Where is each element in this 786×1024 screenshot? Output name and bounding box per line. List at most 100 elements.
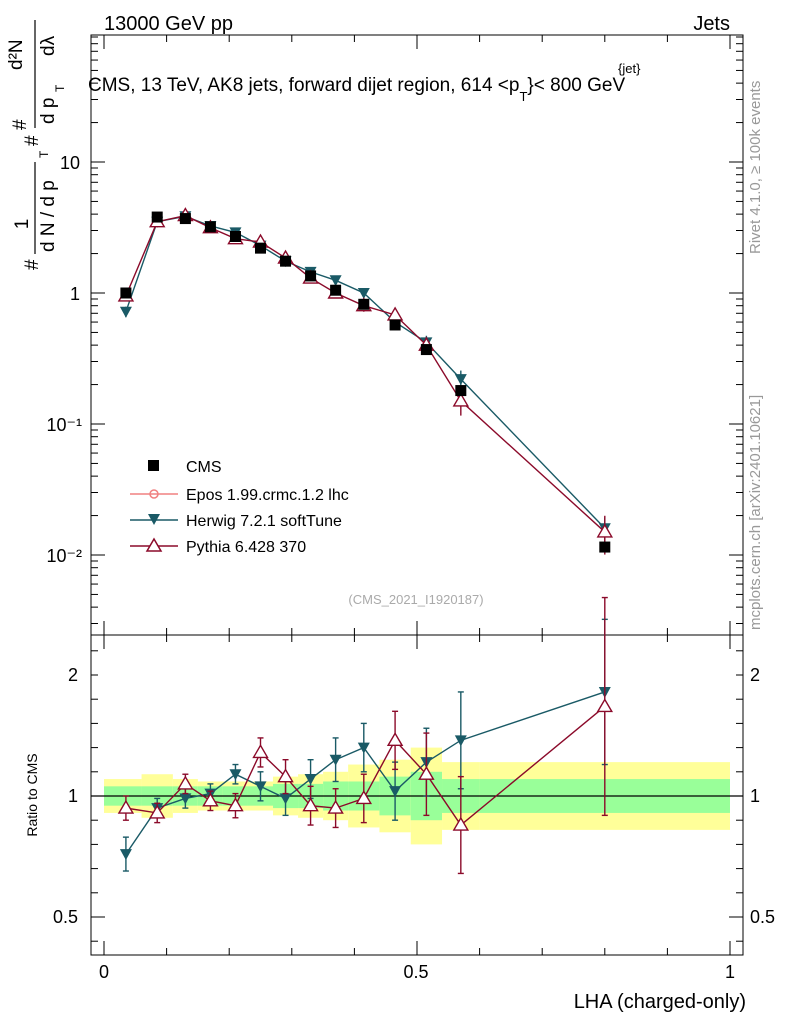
cms-point-12 bbox=[455, 385, 467, 397]
ylabel-den: d N / d p bbox=[38, 180, 59, 252]
xtick-0: 0 bbox=[99, 962, 109, 982]
pythia-main-point-12 bbox=[452, 392, 470, 407]
cms-point-8 bbox=[330, 284, 342, 296]
ratio-y-tick-labels: 0.5 1 2 0.5 1 2 bbox=[53, 665, 775, 927]
herwig-ratio-point-7 bbox=[304, 774, 317, 786]
cms-point-13 bbox=[599, 541, 611, 553]
title-suffix: }< 800 GeV bbox=[527, 75, 625, 96]
legend-herwig-label: Herwig 7.2.1 softTune bbox=[186, 513, 342, 530]
y-axis-label-ratio: Ratio to CMS bbox=[24, 753, 40, 836]
main-y-tick-labels: 10⁻² 10⁻¹ 1 10 bbox=[46, 153, 82, 566]
pythia-main-line bbox=[125, 214, 606, 533]
cms-point-11 bbox=[420, 344, 432, 356]
cms-point-9 bbox=[358, 298, 370, 310]
y-axis-label-main: # 1 d N / d p T # # d²N d p T dλ bbox=[6, 20, 67, 270]
rtick-0.5-right: 0.5 bbox=[750, 907, 775, 927]
pythia-ratio-point-2 bbox=[177, 775, 194, 790]
ratio-series bbox=[117, 596, 614, 875]
pythia-main-point-13 bbox=[596, 523, 614, 538]
herwig-ratio-point-8 bbox=[329, 754, 342, 766]
ylabel-t2: T bbox=[53, 84, 67, 92]
x-axis-label: LHA (charged-only) bbox=[574, 991, 746, 1013]
ylabel-dl: dλ bbox=[38, 35, 59, 56]
ytick-1: 1 bbox=[70, 284, 80, 304]
main-series bbox=[117, 207, 614, 555]
cms-point-0 bbox=[120, 287, 132, 299]
herwig-ratio-point-5 bbox=[254, 781, 267, 793]
cms-point-6 bbox=[280, 255, 292, 267]
title-sub: T bbox=[519, 89, 527, 104]
legend-pythia-marker bbox=[145, 537, 163, 552]
legend-epos-label: Epos 1.99.crmc.1.2 lhc bbox=[186, 487, 349, 504]
herwig-main-point-8 bbox=[329, 275, 342, 287]
cms-point-2 bbox=[179, 213, 191, 225]
ylabel-frac-num: d²N bbox=[6, 39, 27, 70]
herwig-main-point-9 bbox=[357, 288, 370, 299]
rivet-label: Rivet 4.1.0, ≥ 100k events bbox=[747, 81, 764, 254]
pythia-ratio-point-1 bbox=[148, 804, 166, 819]
herwig-ratio-point-9 bbox=[357, 742, 370, 754]
analysis-watermark: (CMS_2021_I1920187) bbox=[348, 592, 483, 607]
pythia-ratio-point-3 bbox=[202, 792, 219, 807]
title-prefix: CMS, 13 TeV, AK8 jets, forward dijet reg… bbox=[88, 75, 519, 96]
category-label: Jets bbox=[693, 13, 730, 35]
legend-cms-marker bbox=[148, 460, 159, 471]
pythia-ratio-point-13 bbox=[596, 698, 614, 713]
pythia-ratio-point-10 bbox=[386, 731, 404, 747]
herwig-ratio-point-0 bbox=[119, 849, 132, 861]
herwig-ratio-point-10 bbox=[389, 786, 402, 798]
ylabel-one: 1 bbox=[12, 219, 33, 230]
pythia-ratio-point-4 bbox=[227, 797, 244, 812]
legend-herwig-marker bbox=[148, 514, 160, 525]
cms-point-7 bbox=[305, 270, 317, 282]
legend-cms-label: CMS bbox=[186, 459, 222, 476]
pythia-ratio-point-11 bbox=[418, 765, 435, 780]
ylabel-frac-den: d p bbox=[38, 98, 59, 124]
rtick-2-right: 2 bbox=[750, 665, 760, 685]
herwig-main-point-12 bbox=[454, 374, 467, 386]
xtick-1: 1 bbox=[725, 962, 735, 982]
pythia-ratio-point-0 bbox=[117, 799, 135, 814]
legend: CMS Epos 1.99.crmc.1.2 lhc Herwig 7.2.1 … bbox=[130, 459, 349, 556]
herwig-ratio-point-12 bbox=[454, 735, 467, 747]
pythia-ratio-point-6 bbox=[277, 768, 294, 783]
pythia-ratio-point-9 bbox=[355, 790, 373, 805]
ylabel-hash-2: # bbox=[22, 135, 43, 146]
pythia-ratio-point-7 bbox=[302, 797, 319, 812]
axis-ticks bbox=[91, 35, 743, 955]
ylabel-t1: T bbox=[37, 150, 51, 158]
herwig-main-point-0 bbox=[119, 306, 132, 318]
energy-label: 13000 GeV pp bbox=[104, 13, 233, 35]
pythia-ratio-point-5 bbox=[252, 744, 269, 759]
cms-point-4 bbox=[229, 230, 241, 242]
herwig-main-line bbox=[125, 215, 606, 529]
herwig-ratio-line bbox=[125, 691, 606, 855]
title-main: CMS, 13 TeV, AK8 jets, forward dijet reg… bbox=[88, 75, 625, 104]
ytick-1e-2: 10⁻² bbox=[46, 546, 82, 566]
plot-title: CMS, 13 TeV, AK8 jets, forward dijet reg… bbox=[88, 61, 641, 104]
ylabel-hash-1: # bbox=[22, 259, 43, 270]
herwig-ratio-point-4 bbox=[229, 769, 242, 781]
herwig-ratio-point-2 bbox=[179, 793, 192, 805]
legend-pythia-label: Pythia 6.428 370 bbox=[186, 539, 306, 556]
mcplots-label: mcplots.cern.ch [arXiv:2401.10621] bbox=[747, 395, 764, 630]
rtick-0.5-left: 0.5 bbox=[53, 907, 78, 927]
cms-point-10 bbox=[389, 319, 401, 331]
pythia-ratio-point-8 bbox=[327, 799, 344, 814]
cms-point-3 bbox=[204, 221, 216, 233]
title-sup: {jet} bbox=[618, 61, 641, 76]
rtick-1-left: 1 bbox=[68, 786, 78, 806]
ylabel-hash-3: # bbox=[10, 119, 31, 130]
pythia-ratio-point-12 bbox=[452, 816, 470, 831]
cms-point-5 bbox=[255, 242, 266, 254]
ytick-10: 10 bbox=[60, 153, 80, 173]
rtick-1-right: 1 bbox=[750, 786, 760, 806]
ytick-1e-1: 10⁻¹ bbox=[46, 415, 82, 435]
legend-epos-marker bbox=[149, 489, 159, 499]
cms-point-1 bbox=[151, 211, 163, 223]
rtick-2-left: 2 bbox=[68, 665, 78, 685]
xtick-0.5: 0.5 bbox=[403, 962, 428, 982]
x-tick-labels: 0 0.5 1 bbox=[99, 962, 735, 982]
herwig-ratio-point-6 bbox=[279, 793, 292, 805]
